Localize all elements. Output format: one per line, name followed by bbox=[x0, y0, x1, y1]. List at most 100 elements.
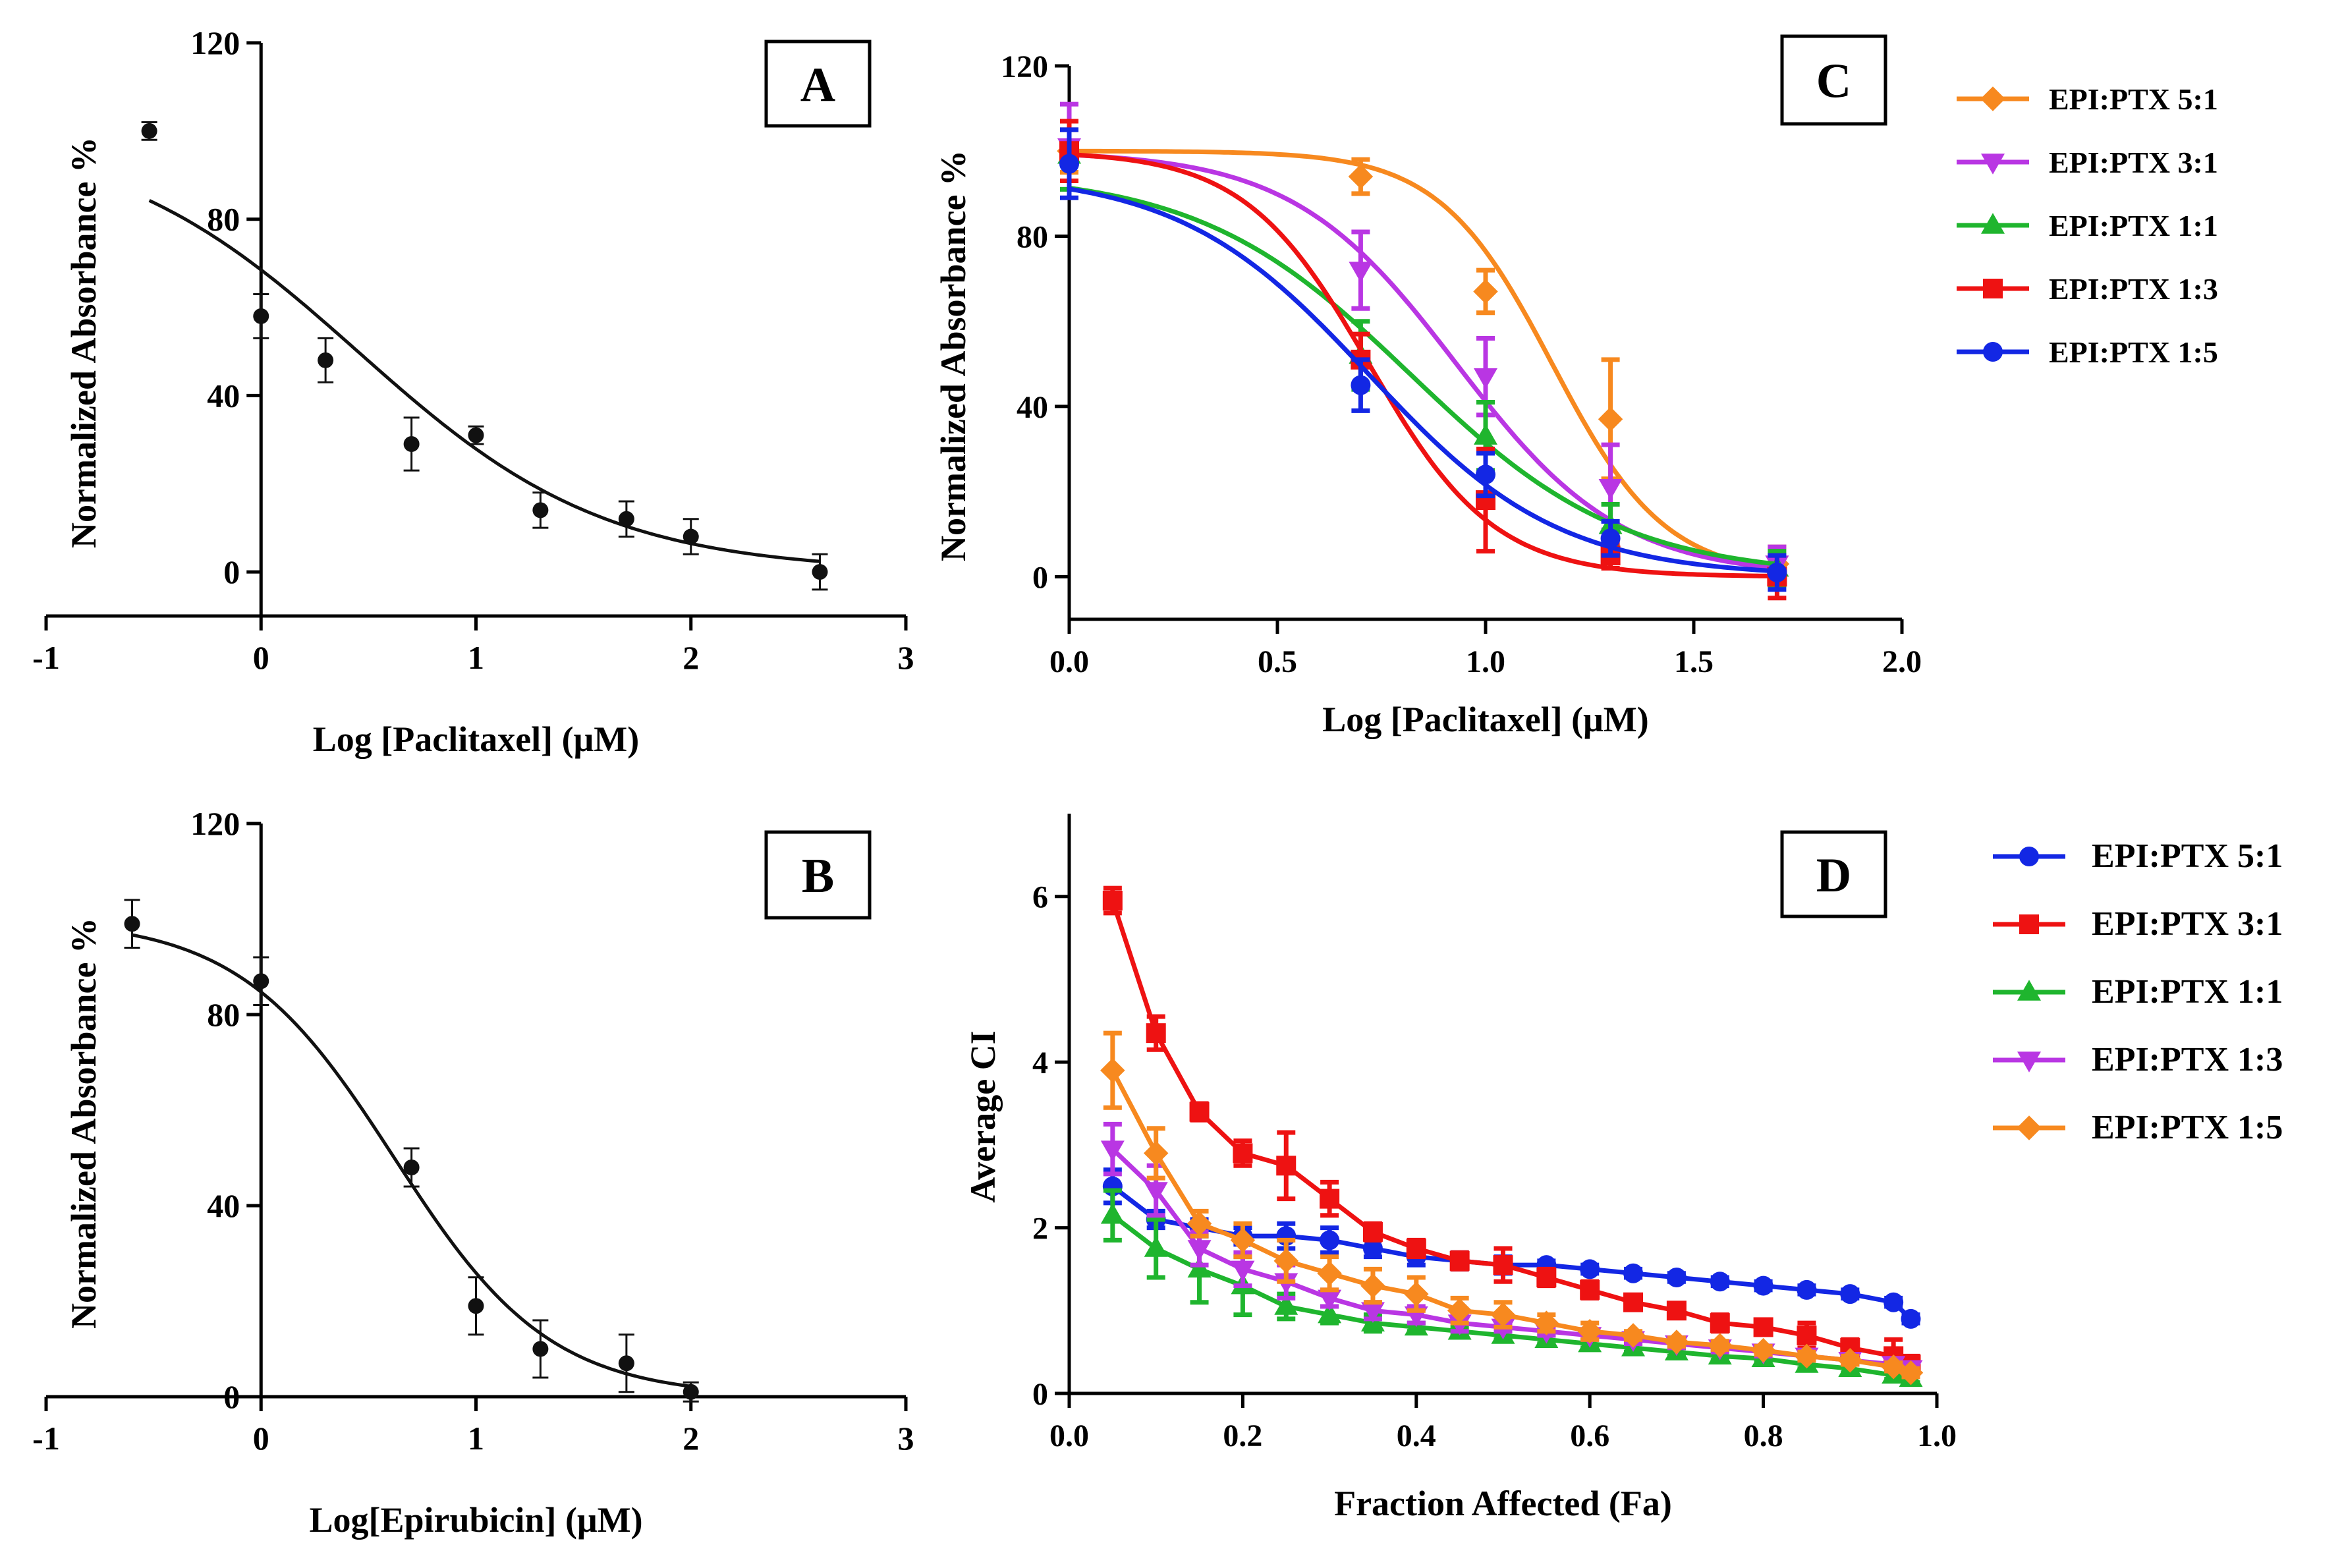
x-axis-title: Log [Paclitaxel] (μM) bbox=[1322, 700, 1648, 739]
legend-marker bbox=[2017, 1051, 2041, 1073]
data-point bbox=[1189, 1102, 1210, 1122]
x-tick-label: 0.8 bbox=[1744, 1418, 1783, 1453]
data-point bbox=[1231, 1260, 1255, 1282]
y-tick-label: 120 bbox=[190, 24, 240, 61]
legend-label: EPI:PTX 1:5 bbox=[2092, 1109, 2283, 1146]
data-point bbox=[253, 973, 269, 990]
y-tick-label: 80 bbox=[207, 996, 240, 1033]
y-tick-label: 40 bbox=[207, 1187, 240, 1224]
data-point bbox=[1493, 1255, 1513, 1275]
data-point bbox=[1623, 1292, 1644, 1312]
data-point bbox=[1100, 1140, 1125, 1162]
data-point bbox=[1143, 1140, 1169, 1166]
data-point bbox=[618, 511, 634, 527]
panel-d: 0.0 0.2 0.4 0.6 0.8 1.0 0 2 4 6 Fraction Affected … bbox=[963, 814, 2283, 1523]
legend-item: EPI:PTX 1:3 bbox=[1993, 1041, 2283, 1078]
panel-label: A bbox=[800, 58, 835, 112]
data-point bbox=[1274, 1294, 1298, 1315]
data-point bbox=[1276, 1156, 1297, 1176]
legend: EPI:PTX 5:1 EPI:PTX 3:1 EPI:PTX 1:1 EPI:PTX… bbox=[1957, 82, 2218, 369]
series-epi-ptx-1-5 bbox=[1059, 127, 1787, 592]
series-paclitaxel bbox=[141, 121, 828, 591]
data-point bbox=[1898, 1360, 1924, 1386]
x-tick-label: 2 bbox=[683, 1420, 699, 1457]
legend-marker bbox=[2017, 980, 2041, 1001]
data-point bbox=[1146, 1023, 1166, 1044]
data-point bbox=[1320, 1189, 1340, 1209]
x-axis-title: Log [Paclitaxel] (μM) bbox=[313, 719, 639, 759]
data-point bbox=[1406, 1239, 1426, 1258]
fit-curve bbox=[1069, 185, 1777, 567]
x-tick-label: 2.0 bbox=[1882, 644, 1922, 679]
legend-item: EPI:PTX 5:1 bbox=[1993, 837, 2283, 875]
legend-marker bbox=[2019, 847, 2039, 866]
series-line bbox=[1110, 899, 1912, 1367]
y-tick-label: 0 bbox=[1032, 1377, 1048, 1412]
legend-marker bbox=[1981, 154, 2005, 175]
legend-label: EPI:PTX 3:1 bbox=[2092, 905, 2283, 943]
panel-label-box bbox=[764, 830, 872, 920]
x-tick-label: 0.0 bbox=[1049, 644, 1089, 679]
data-point bbox=[683, 528, 699, 545]
legend-label: EPI:PTX 5:1 bbox=[2092, 837, 2283, 875]
data-point bbox=[1447, 1298, 1472, 1324]
series-line bbox=[1111, 1184, 1912, 1321]
legend-marker bbox=[1980, 86, 2005, 111]
data-point bbox=[1474, 368, 1497, 389]
y-tick-label: 120 bbox=[190, 805, 240, 842]
data-point bbox=[1100, 1057, 1125, 1083]
data-point bbox=[1273, 1248, 1298, 1274]
panel-label: D bbox=[1816, 849, 1851, 903]
data-point bbox=[1534, 1310, 1559, 1335]
x-tick-label: 0.2 bbox=[1223, 1418, 1262, 1453]
data-point bbox=[1580, 1259, 1600, 1279]
data-point bbox=[1404, 1281, 1429, 1306]
data-point bbox=[1351, 375, 1371, 395]
data-point bbox=[1233, 1143, 1253, 1163]
legend-item: EPI:PTX 1:3 bbox=[1957, 272, 2218, 306]
data-point bbox=[1753, 1317, 1773, 1337]
data-point bbox=[403, 1160, 420, 1175]
data-point bbox=[1794, 1343, 1820, 1369]
x-tick-label: 0.6 bbox=[1570, 1418, 1609, 1453]
data-point bbox=[1884, 1292, 1904, 1312]
legend-item: EPI:PTX 1:5 bbox=[1993, 1109, 2283, 1146]
data-point bbox=[1797, 1279, 1817, 1300]
x-axis-title: Fraction Affected (Fa) bbox=[1334, 1484, 1672, 1523]
legend-label: EPI:PTX 5:1 bbox=[2049, 82, 2218, 116]
x-tick-label: 0.5 bbox=[1258, 644, 1297, 679]
data-point bbox=[1318, 1289, 1342, 1311]
legend-item: EPI:PTX 1:1 bbox=[1957, 209, 2218, 242]
data-point bbox=[1473, 279, 1498, 304]
data-point bbox=[141, 123, 157, 139]
data-point bbox=[468, 1298, 484, 1314]
fit-curve bbox=[1069, 148, 1777, 571]
y-tick-label: 0 bbox=[223, 1378, 240, 1415]
x-tick-label: 2 bbox=[683, 639, 699, 676]
y-tick-label: 40 bbox=[207, 377, 240, 414]
panel-c: 0.0 0.5 1.0 1.5 2.0 0 40 80 120 Log [Paclitaxel] … bbox=[934, 34, 2218, 739]
data-point bbox=[1362, 1239, 1383, 1258]
legend-item: EPI:PTX 5:1 bbox=[1957, 82, 2218, 116]
x-tick-label: 3 bbox=[898, 1420, 914, 1457]
data-point bbox=[1320, 1230, 1340, 1250]
x-tick-label: -1 bbox=[32, 1420, 60, 1457]
data-point bbox=[1230, 1227, 1256, 1253]
data-point bbox=[1753, 1275, 1773, 1296]
data-point bbox=[1580, 1279, 1600, 1300]
data-point bbox=[1837, 1347, 1863, 1373]
panel-a: -1 0 1 2 3 0 40 80 120 Log [Paclitaxel] (μM) Norma… bbox=[32, 24, 914, 759]
data-point bbox=[1186, 1211, 1212, 1237]
x-tick-label: 1.5 bbox=[1674, 644, 1714, 679]
data-point bbox=[1187, 1240, 1212, 1261]
data-point bbox=[124, 916, 140, 932]
legend-label: EPI:PTX 1:5 bbox=[2049, 335, 2218, 369]
data-point bbox=[532, 502, 549, 518]
data-point bbox=[1059, 154, 1079, 174]
legend-label: EPI:PTX 1:3 bbox=[2092, 1041, 2283, 1078]
legend: EPI:PTX 5:1 EPI:PTX 3:1 EPI:PTX 1:1 EPI:PTX… bbox=[1993, 837, 2283, 1146]
panel-label-box bbox=[1780, 830, 1887, 918]
data-point bbox=[1840, 1284, 1860, 1304]
data-point bbox=[1666, 1301, 1687, 1321]
